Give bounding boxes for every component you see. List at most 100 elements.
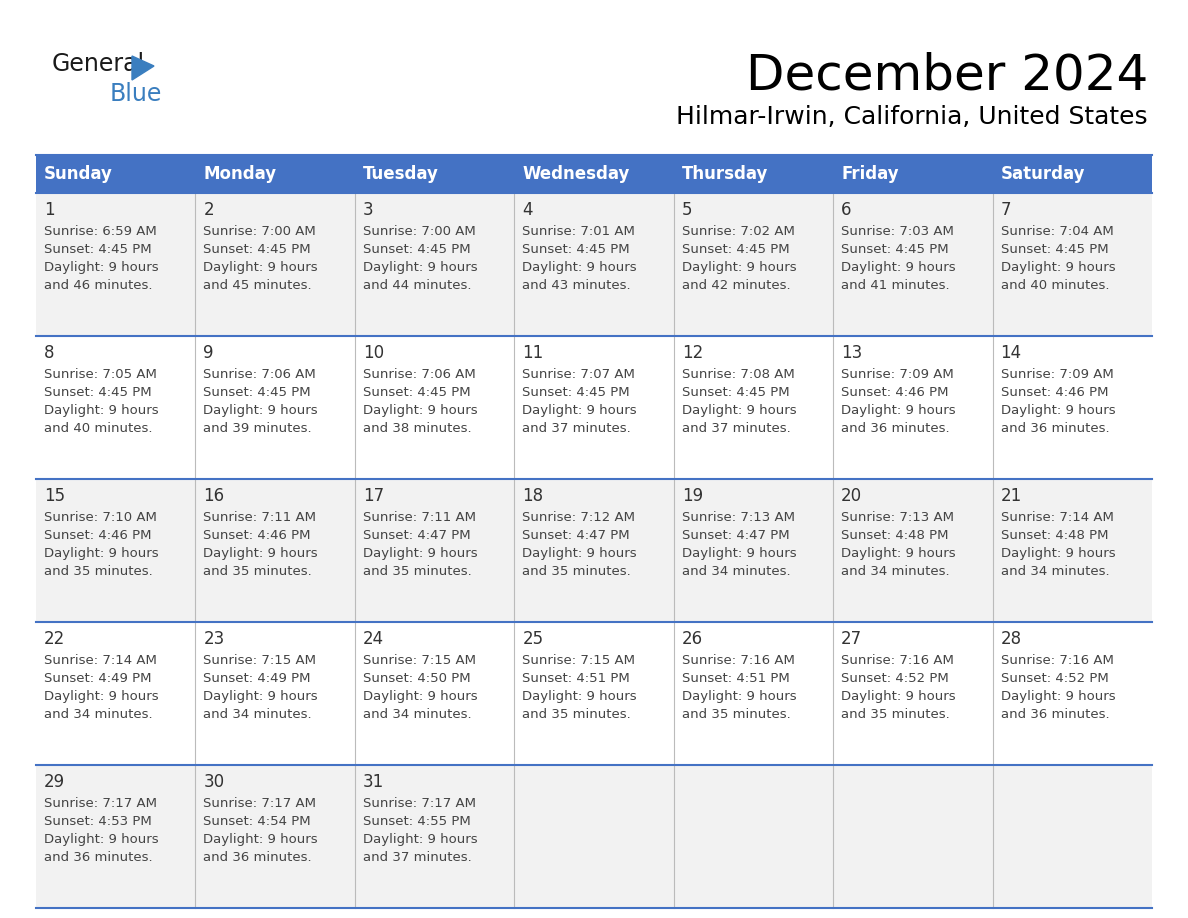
- Text: Sunrise: 7:16 AM: Sunrise: 7:16 AM: [1000, 654, 1113, 667]
- Text: Sunset: 4:55 PM: Sunset: 4:55 PM: [362, 815, 470, 828]
- Text: Sunrise: 7:11 AM: Sunrise: 7:11 AM: [362, 511, 476, 524]
- Text: Daylight: 9 hours: Daylight: 9 hours: [44, 547, 159, 560]
- Text: Sunset: 4:46 PM: Sunset: 4:46 PM: [1000, 386, 1108, 399]
- Text: Sunset: 4:45 PM: Sunset: 4:45 PM: [362, 243, 470, 256]
- Text: Sunrise: 7:17 AM: Sunrise: 7:17 AM: [362, 797, 476, 810]
- Text: Sunrise: 7:00 AM: Sunrise: 7:00 AM: [362, 225, 475, 238]
- Text: Daylight: 9 hours: Daylight: 9 hours: [362, 833, 478, 846]
- Text: Sunset: 4:45 PM: Sunset: 4:45 PM: [1000, 243, 1108, 256]
- Text: and 35 minutes.: and 35 minutes.: [841, 708, 950, 721]
- Text: Sunday: Sunday: [44, 165, 113, 183]
- Text: Daylight: 9 hours: Daylight: 9 hours: [362, 547, 478, 560]
- Text: 24: 24: [362, 630, 384, 648]
- Text: Tuesday: Tuesday: [362, 165, 438, 183]
- Text: Sunset: 4:54 PM: Sunset: 4:54 PM: [203, 815, 311, 828]
- Text: General: General: [52, 52, 145, 76]
- Text: Sunrise: 7:10 AM: Sunrise: 7:10 AM: [44, 511, 157, 524]
- Text: Sunrise: 7:15 AM: Sunrise: 7:15 AM: [523, 654, 636, 667]
- Text: and 34 minutes.: and 34 minutes.: [841, 565, 949, 578]
- Text: Monday: Monday: [203, 165, 277, 183]
- Text: Daylight: 9 hours: Daylight: 9 hours: [1000, 261, 1116, 274]
- Text: and 35 minutes.: and 35 minutes.: [203, 565, 312, 578]
- Text: Daylight: 9 hours: Daylight: 9 hours: [362, 261, 478, 274]
- Text: and 34 minutes.: and 34 minutes.: [1000, 565, 1110, 578]
- Text: Sunset: 4:50 PM: Sunset: 4:50 PM: [362, 672, 470, 685]
- Text: Daylight: 9 hours: Daylight: 9 hours: [841, 547, 956, 560]
- Text: Sunset: 4:45 PM: Sunset: 4:45 PM: [362, 386, 470, 399]
- Text: 6: 6: [841, 201, 852, 219]
- Text: 21: 21: [1000, 487, 1022, 505]
- Text: Daylight: 9 hours: Daylight: 9 hours: [362, 404, 478, 417]
- Text: Sunset: 4:45 PM: Sunset: 4:45 PM: [44, 243, 152, 256]
- Text: 11: 11: [523, 344, 544, 362]
- Text: Sunset: 4:45 PM: Sunset: 4:45 PM: [203, 243, 311, 256]
- Text: 1: 1: [44, 201, 55, 219]
- Text: 9: 9: [203, 344, 214, 362]
- Text: Sunrise: 7:01 AM: Sunrise: 7:01 AM: [523, 225, 636, 238]
- Text: Sunrise: 7:09 AM: Sunrise: 7:09 AM: [1000, 368, 1113, 381]
- Bar: [36, 155, 1152, 193]
- Text: Sunset: 4:53 PM: Sunset: 4:53 PM: [44, 815, 152, 828]
- Text: Daylight: 9 hours: Daylight: 9 hours: [523, 547, 637, 560]
- Text: Sunrise: 7:15 AM: Sunrise: 7:15 AM: [362, 654, 476, 667]
- Text: Sunrise: 7:07 AM: Sunrise: 7:07 AM: [523, 368, 636, 381]
- Text: 22: 22: [44, 630, 65, 648]
- Text: Sunrise: 7:16 AM: Sunrise: 7:16 AM: [682, 654, 795, 667]
- Text: Daylight: 9 hours: Daylight: 9 hours: [841, 261, 956, 274]
- Text: Sunset: 4:45 PM: Sunset: 4:45 PM: [682, 243, 789, 256]
- Text: Daylight: 9 hours: Daylight: 9 hours: [1000, 690, 1116, 703]
- Text: Sunrise: 7:13 AM: Sunrise: 7:13 AM: [682, 511, 795, 524]
- Text: Daylight: 9 hours: Daylight: 9 hours: [44, 261, 159, 274]
- Text: 14: 14: [1000, 344, 1022, 362]
- Text: Sunset: 4:49 PM: Sunset: 4:49 PM: [44, 672, 152, 685]
- Text: Daylight: 9 hours: Daylight: 9 hours: [523, 261, 637, 274]
- Text: Thursday: Thursday: [682, 165, 769, 183]
- Text: Daylight: 9 hours: Daylight: 9 hours: [523, 690, 637, 703]
- Text: and 40 minutes.: and 40 minutes.: [44, 422, 152, 435]
- Text: Sunset: 4:46 PM: Sunset: 4:46 PM: [203, 529, 311, 542]
- Text: Sunrise: 7:17 AM: Sunrise: 7:17 AM: [203, 797, 316, 810]
- Text: Sunrise: 7:17 AM: Sunrise: 7:17 AM: [44, 797, 157, 810]
- Text: Sunset: 4:47 PM: Sunset: 4:47 PM: [362, 529, 470, 542]
- Text: Sunset: 4:45 PM: Sunset: 4:45 PM: [523, 386, 630, 399]
- Text: 17: 17: [362, 487, 384, 505]
- Text: 15: 15: [44, 487, 65, 505]
- Text: Sunrise: 7:00 AM: Sunrise: 7:00 AM: [203, 225, 316, 238]
- Text: Sunset: 4:48 PM: Sunset: 4:48 PM: [841, 529, 949, 542]
- Text: and 43 minutes.: and 43 minutes.: [523, 279, 631, 292]
- Bar: [36, 193, 1152, 336]
- Text: Daylight: 9 hours: Daylight: 9 hours: [203, 833, 318, 846]
- Text: 31: 31: [362, 773, 384, 791]
- Text: 27: 27: [841, 630, 862, 648]
- Text: Sunrise: 6:59 AM: Sunrise: 6:59 AM: [44, 225, 157, 238]
- Text: Daylight: 9 hours: Daylight: 9 hours: [362, 690, 478, 703]
- Text: and 34 minutes.: and 34 minutes.: [362, 708, 472, 721]
- Text: Sunset: 4:52 PM: Sunset: 4:52 PM: [1000, 672, 1108, 685]
- Text: Sunrise: 7:15 AM: Sunrise: 7:15 AM: [203, 654, 316, 667]
- Bar: [36, 765, 1152, 908]
- Text: Sunrise: 7:09 AM: Sunrise: 7:09 AM: [841, 368, 954, 381]
- Bar: [36, 622, 1152, 765]
- Text: and 35 minutes.: and 35 minutes.: [44, 565, 153, 578]
- Text: Daylight: 9 hours: Daylight: 9 hours: [44, 690, 159, 703]
- Text: and 35 minutes.: and 35 minutes.: [682, 708, 790, 721]
- Text: Daylight: 9 hours: Daylight: 9 hours: [203, 547, 318, 560]
- Text: and 35 minutes.: and 35 minutes.: [523, 565, 631, 578]
- Text: 29: 29: [44, 773, 65, 791]
- Text: Daylight: 9 hours: Daylight: 9 hours: [203, 404, 318, 417]
- Text: Blue: Blue: [110, 82, 163, 106]
- Text: Daylight: 9 hours: Daylight: 9 hours: [1000, 547, 1116, 560]
- Text: 18: 18: [523, 487, 543, 505]
- Text: Sunrise: 7:08 AM: Sunrise: 7:08 AM: [682, 368, 795, 381]
- Text: Sunrise: 7:13 AM: Sunrise: 7:13 AM: [841, 511, 954, 524]
- Text: Daylight: 9 hours: Daylight: 9 hours: [1000, 404, 1116, 417]
- Text: Daylight: 9 hours: Daylight: 9 hours: [841, 690, 956, 703]
- Text: 10: 10: [362, 344, 384, 362]
- Text: 3: 3: [362, 201, 373, 219]
- Text: Sunset: 4:45 PM: Sunset: 4:45 PM: [841, 243, 949, 256]
- Text: Sunrise: 7:05 AM: Sunrise: 7:05 AM: [44, 368, 157, 381]
- Text: 5: 5: [682, 201, 693, 219]
- Text: and 40 minutes.: and 40 minutes.: [1000, 279, 1110, 292]
- Text: Sunset: 4:47 PM: Sunset: 4:47 PM: [682, 529, 789, 542]
- Text: and 36 minutes.: and 36 minutes.: [1000, 708, 1110, 721]
